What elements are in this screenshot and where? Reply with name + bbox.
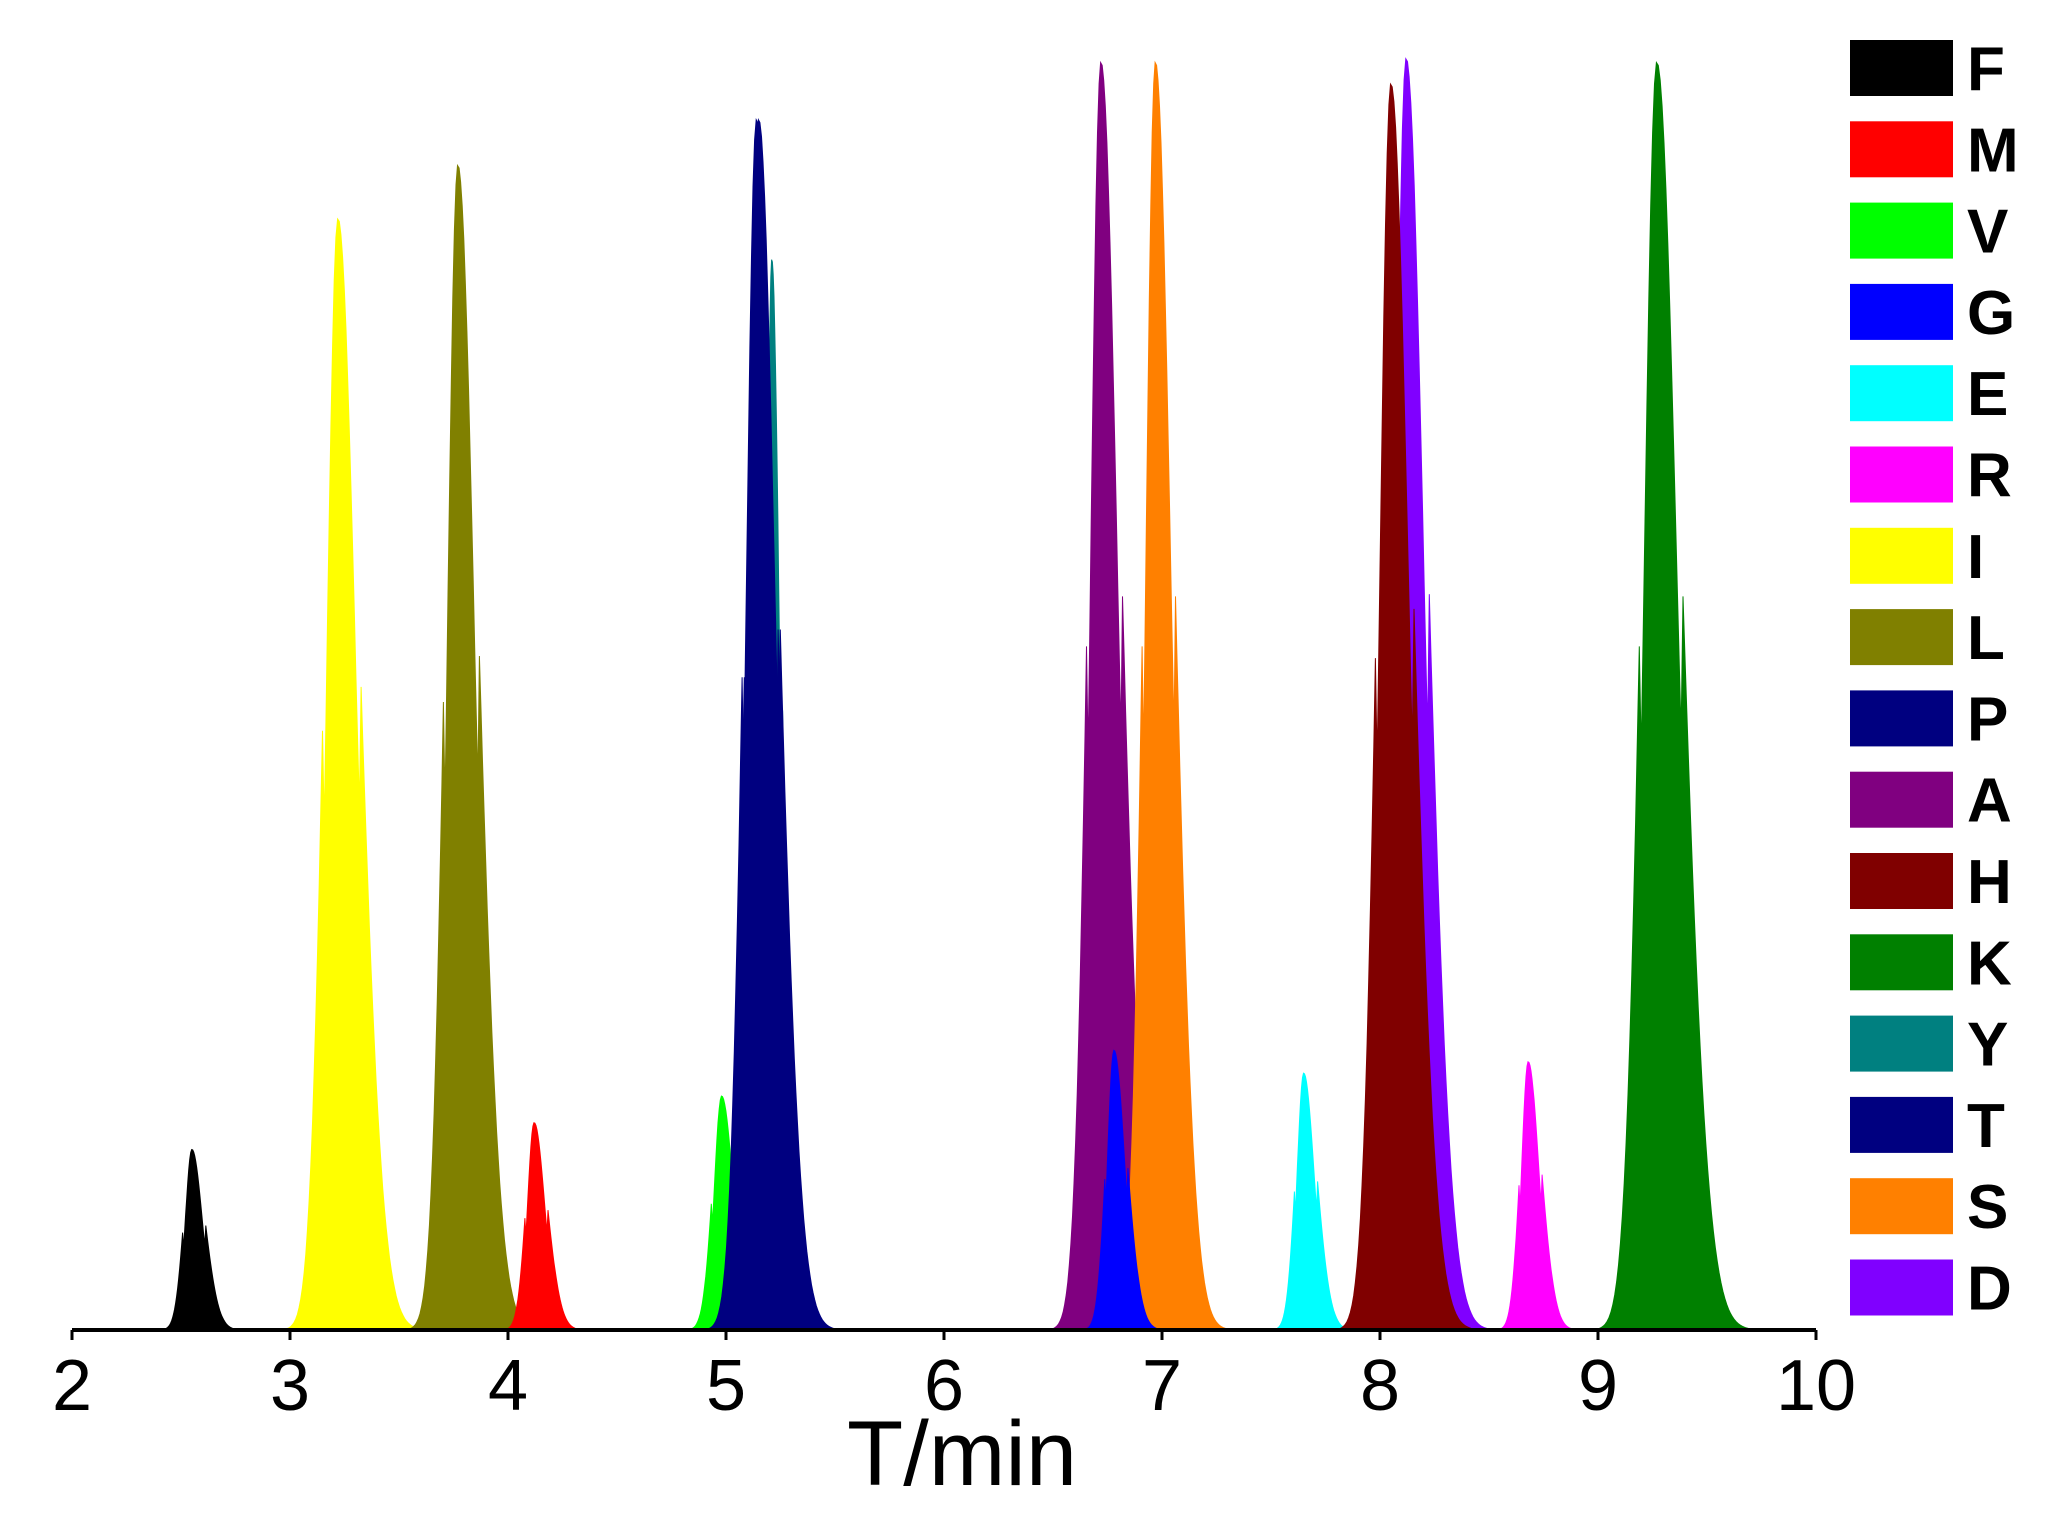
legend-label: F xyxy=(1967,35,2005,104)
legend-swatch xyxy=(1850,853,1953,909)
legend-swatch xyxy=(1850,771,1953,828)
legend-swatch xyxy=(1850,446,1953,503)
legend-item-E: E xyxy=(1850,360,2008,429)
legend-item-G: G xyxy=(1850,279,2015,348)
x-tick-label: 10 xyxy=(1776,1346,1856,1426)
legend-item-D: D xyxy=(1850,1255,2012,1324)
legend-swatch xyxy=(1850,283,1953,340)
legend-label: A xyxy=(1967,767,2012,836)
legend-swatch xyxy=(1850,40,1953,96)
legend-item-Y: Y xyxy=(1850,1011,2008,1080)
legend-label: E xyxy=(1967,360,2008,429)
x-axis-title: T/min xyxy=(847,1403,1077,1505)
peaks-layer xyxy=(160,57,1750,1331)
x-tick-label: 8 xyxy=(1360,1346,1400,1426)
legend-swatch xyxy=(1850,934,1953,991)
legend-swatch xyxy=(1850,1259,1953,1316)
peak-M xyxy=(502,1122,584,1331)
legend-label: H xyxy=(1967,848,2012,917)
x-axis: 2 3 4 5 6 7 8 9 10 T/min xyxy=(52,1328,1856,1505)
legend-item-V: V xyxy=(1850,198,2008,267)
legend-swatch xyxy=(1850,690,1953,747)
peak-G xyxy=(1082,1049,1164,1331)
legend-item-H: H xyxy=(1850,848,2012,917)
legend-swatch xyxy=(1850,609,1953,666)
peak-L xyxy=(408,163,535,1331)
legend-label: K xyxy=(1967,929,2012,998)
legend-item-S: S xyxy=(1850,1173,2008,1242)
x-tick-label: 7 xyxy=(1142,1346,1182,1426)
legend-swatch xyxy=(1850,365,1953,422)
x-tick-label: 6 xyxy=(924,1346,964,1426)
legend-swatch xyxy=(1850,527,1953,584)
legend-label: L xyxy=(1967,604,2005,673)
legend-item-P: P xyxy=(1850,685,2008,754)
legend-label: G xyxy=(1967,279,2015,348)
legend-item-I: I xyxy=(1850,523,1984,592)
legend-label: D xyxy=(1967,1255,2012,1324)
x-tick-label: 2 xyxy=(52,1346,92,1426)
legend-label: S xyxy=(1967,1173,2008,1242)
legend-label: I xyxy=(1967,523,1984,592)
peak-K xyxy=(1597,61,1750,1331)
x-tick-label: 5 xyxy=(706,1346,746,1426)
legend-item-K: K xyxy=(1850,929,2012,998)
legend-label: Y xyxy=(1967,1011,2008,1080)
legend-label: P xyxy=(1967,685,2008,754)
legend-swatch xyxy=(1850,1015,1953,1072)
peak-I xyxy=(285,217,421,1331)
legend-swatch xyxy=(1850,202,1953,259)
legend-swatch xyxy=(1850,121,1953,178)
legend-item-A: A xyxy=(1850,767,2012,836)
peak-R xyxy=(1496,1061,1578,1331)
peak-T xyxy=(707,117,834,1331)
x-tick-label: 9 xyxy=(1578,1346,1618,1426)
legend-swatch xyxy=(1850,1096,1953,1153)
legend-label: M xyxy=(1967,116,2019,185)
peak-E xyxy=(1271,1072,1354,1331)
legend-item-F: F xyxy=(1850,35,2005,104)
legend-item-L: L xyxy=(1850,604,2005,673)
legend-item-M: M xyxy=(1850,116,2019,185)
legend-label: R xyxy=(1967,442,2012,511)
peak-H xyxy=(1338,82,1474,1331)
legend-item-R: R xyxy=(1850,442,2012,511)
legend-item-T: T xyxy=(1850,1092,2005,1161)
legend-label: V xyxy=(1967,198,2008,267)
x-tick-label: 3 xyxy=(270,1346,310,1426)
legend-swatch xyxy=(1850,1178,1953,1235)
legend-label: T xyxy=(1967,1092,2005,1161)
peak-F xyxy=(160,1148,242,1331)
x-tick-label: 4 xyxy=(488,1346,528,1426)
